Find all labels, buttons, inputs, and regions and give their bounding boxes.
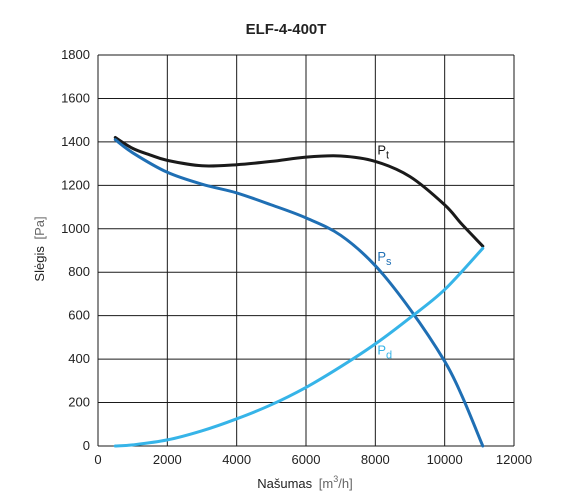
y-tick-label: 200 xyxy=(68,395,90,410)
series-label-ps: Ps xyxy=(377,249,392,268)
x-axis-unit-tail: /h xyxy=(338,476,349,491)
x-axis-unit-sup: 3 xyxy=(333,474,338,484)
y-tick-label: 1600 xyxy=(61,90,90,105)
series-line-pd xyxy=(113,246,485,448)
x-axis-unit-open: [ xyxy=(319,476,323,491)
grid xyxy=(97,54,515,447)
y-tick-label: 600 xyxy=(68,308,90,323)
y-tick-label: 800 xyxy=(68,264,90,279)
x-tick-label: 10000 xyxy=(427,452,463,467)
series-label-pd: Pd xyxy=(377,342,392,361)
y-tick-label: 1400 xyxy=(61,134,90,149)
x-tick-label: 12000 xyxy=(496,452,532,467)
y-axis-unit: [Pa] xyxy=(32,216,47,239)
x-tick-label: 8000 xyxy=(361,452,390,467)
chart-title: ELF-4-400T xyxy=(246,21,327,38)
series-line-pt xyxy=(113,136,485,248)
y-tick-label: 0 xyxy=(83,438,90,453)
y-tick-label: 1800 xyxy=(61,47,90,62)
x-axis-label-name: Našumas xyxy=(257,476,312,491)
series-lines xyxy=(113,136,485,448)
series-line-ps xyxy=(113,138,485,448)
y-tick-label: 1200 xyxy=(61,177,90,192)
y-axis-label-name: Slėgis xyxy=(32,246,47,282)
x-tick-label: 0 xyxy=(94,452,101,467)
x-tick-labels: 0 2000 4000 6000 8000 10000 12000 xyxy=(94,452,532,467)
series-labels: Pt Ps Pd xyxy=(377,143,392,362)
y-axis-label: Slėgis [Pa] xyxy=(32,216,47,281)
y-tick-labels: 0 200 400 600 800 1000 1200 1400 1600 1800 xyxy=(61,47,90,453)
series-label-pt: Pt xyxy=(377,143,389,162)
x-tick-label: 6000 xyxy=(292,452,321,467)
y-tick-label: 400 xyxy=(68,351,90,366)
x-axis-unit-close: ] xyxy=(349,476,353,491)
x-axis-unit-base: m xyxy=(322,476,333,491)
x-tick-label: 2000 xyxy=(153,452,182,467)
x-axis-label: Našumas [m3/h] xyxy=(257,474,353,491)
y-tick-label: 1000 xyxy=(61,221,90,236)
x-tick-label: 4000 xyxy=(222,452,251,467)
